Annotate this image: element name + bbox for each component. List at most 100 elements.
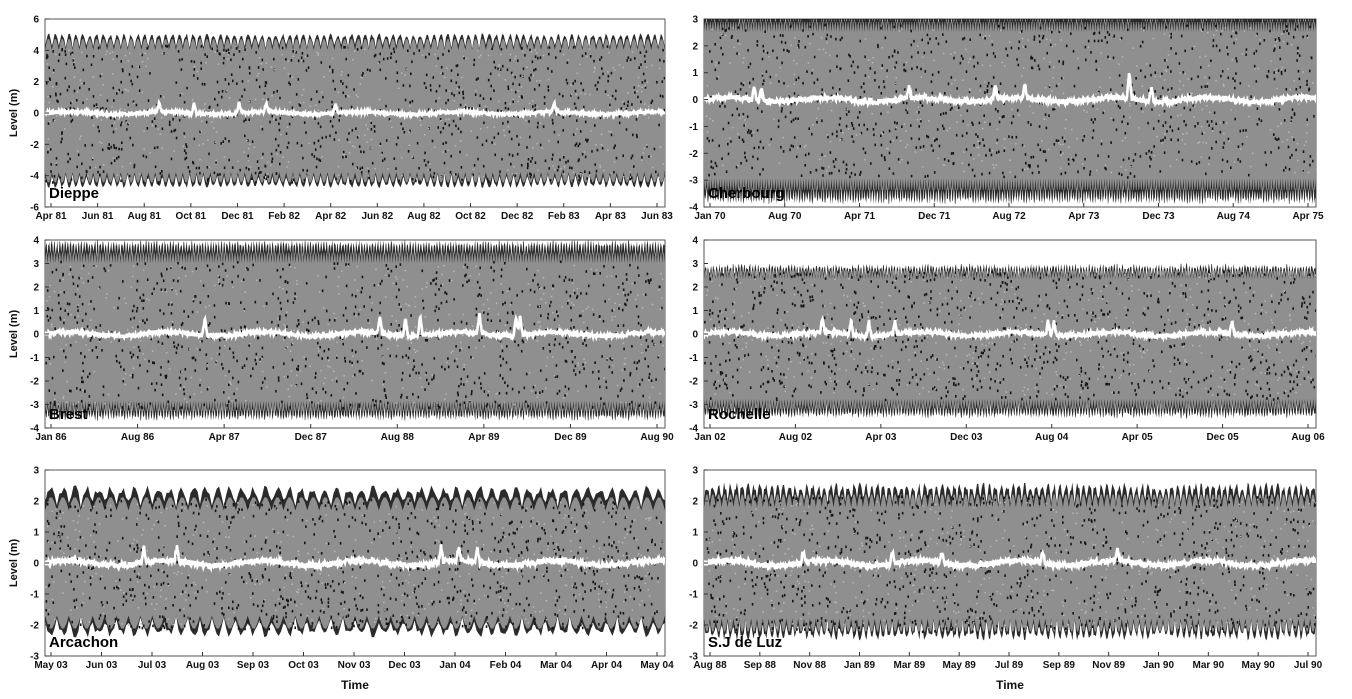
- x-tick-label: Aug 06: [1291, 432, 1325, 443]
- series-residual: [704, 72, 1316, 109]
- x-tick-label: Nov 89: [1092, 660, 1125, 671]
- prediction-speckles: [705, 272, 1316, 396]
- y-tick-label: -1: [689, 353, 698, 364]
- y-tick-label: 2: [692, 41, 698, 52]
- y-tick-label: 0: [33, 330, 39, 341]
- series-tidal-prediction: [704, 21, 1316, 191]
- x-tick-label: Feb 04: [490, 660, 522, 671]
- x-tick-label: Dec 05: [1206, 432, 1239, 443]
- x-tick-label: Sep 89: [1043, 660, 1076, 671]
- y-tick-label: -3: [689, 400, 698, 411]
- x-tick-label: Apr 73: [1068, 211, 1100, 222]
- y-tick-label: 3: [692, 259, 698, 270]
- x-tick-label: Jul 03: [138, 660, 167, 671]
- y-tick-label: 0: [692, 95, 698, 106]
- y-tick-label: -1: [689, 122, 698, 133]
- x-tick-label: Jun 03: [86, 660, 118, 671]
- panel-rochelle: -4 -3 -2 -1 0 1 2 3 4 Jan 02 Aug 02 Apr 03 Dec 03 Aug…: [689, 236, 1325, 444]
- y-tick-label: -1: [689, 590, 698, 601]
- x-tick-label: May 03: [34, 660, 68, 671]
- y-tick-label: 2: [33, 283, 39, 294]
- x-tick-label: Nov 88: [793, 660, 826, 671]
- x-tick-label: May 89: [942, 660, 976, 671]
- y-tick-label: -1: [30, 590, 39, 601]
- y-axis: -4 -3 -2 -1 0 1 2 3 4: [689, 236, 708, 435]
- y-tick-label: 6: [33, 15, 39, 26]
- y-tick-label: 2: [33, 77, 39, 88]
- x-tick-label: Mar 04: [540, 660, 572, 671]
- plot-area: [704, 263, 1316, 419]
- observed-speckles: [704, 269, 1316, 402]
- x-tick-label: Aug 04: [1035, 432, 1069, 443]
- y-axis: -4 -3 -2 -1 0 1 2 3 4: [30, 236, 49, 435]
- y-tick-label: 2: [33, 497, 39, 508]
- y-tick-label: 1: [33, 306, 39, 317]
- x-tick-label: Feb 82: [268, 211, 300, 222]
- x-tick-label: Apr 87: [209, 432, 241, 443]
- plot-area: [45, 33, 665, 189]
- x-axis: Jan 86 Aug 86 Apr 87 Dec 87 Aug 88 Apr 89 Dec …: [35, 424, 674, 443]
- x-tick-label: Aug 88: [693, 660, 727, 671]
- panel-cherbourg: -4 -3 -2 -1 0 1 2 3 Jan 70 Aug 70 Apr 71 Dec 71 Aug …: [689, 15, 1324, 223]
- y-tick-label: 1: [692, 68, 698, 79]
- plot-area: [45, 485, 665, 638]
- x-tick-label: Apr 03: [865, 432, 897, 443]
- x-tick-label: Aug 72: [992, 211, 1026, 222]
- x-tick-label: Aug 02: [779, 432, 813, 443]
- x-tick-label: Oct 82: [455, 211, 486, 222]
- x-tick-label: Apr 82: [315, 211, 347, 222]
- x-tick-label: Jun 83: [641, 211, 673, 222]
- x-axis: Aug 88 Sep 88 Nov 88 Jan 89 Mar 89 May 89 Jul …: [693, 652, 1323, 671]
- y-tick-label: -4: [30, 424, 39, 435]
- panel-s-j-de-luz: -3 -2 -1 0 1 2 3 Aug 88 Sep 88 Nov 88 Jan 89 Mar 89…: [689, 466, 1323, 693]
- x-axis: Jan 02 Aug 02 Apr 03 Dec 03 Aug 04 Apr 05 Dec …: [694, 424, 1325, 443]
- x-tick-label: Aug 03: [186, 660, 220, 671]
- x-tick-label: Dec 03: [388, 660, 421, 671]
- x-tick-label: Apr 04: [591, 660, 623, 671]
- panel-brest: -4 -3 -2 -1 0 1 2 3 4 Level (m) Jan 86 Aug 86 Apr 87…: [8, 236, 674, 444]
- x-tick-label: Dec 73: [1142, 211, 1175, 222]
- y-tick-label: 1: [692, 306, 698, 317]
- prediction-speckles: [46, 48, 664, 180]
- x-tick-label: Nov 03: [338, 660, 371, 671]
- panel-dieppe: -6 -4 -2 0 2 4 6 Level (m) Apr 81 Jun 81 Aug 81 Oct…: [8, 15, 673, 223]
- station-label: Dieppe: [49, 185, 99, 202]
- x-tick-label: Aug 86: [121, 432, 155, 443]
- y-tick-label: -4: [30, 171, 39, 182]
- x-axis: May 03 Jun 03 Jul 03 Aug 03 Sep 03 Oct 03 Nov …: [34, 652, 674, 671]
- x-tick-label: Aug 82: [407, 211, 441, 222]
- x-tick-label: Dec 89: [554, 432, 587, 443]
- x-tick-label: Dec 82: [501, 211, 534, 222]
- x-tick-label: Jan 86: [35, 432, 67, 443]
- x-tick-label: Feb 83: [548, 211, 580, 222]
- x-tick-label: Jan 90: [1143, 660, 1175, 671]
- x-tick-label: Jul 90: [1294, 660, 1323, 671]
- y-tick-label: 3: [33, 466, 39, 477]
- y-tick-label: -4: [689, 424, 698, 435]
- y-tick-label: 3: [692, 15, 698, 26]
- x-tick-label: May 90: [1241, 660, 1275, 671]
- y-tick-label: 0: [33, 559, 39, 570]
- x-tick-label: Mar 89: [893, 660, 925, 671]
- x-tick-label: Apr 83: [595, 211, 627, 222]
- x-tick-label: Apr 89: [468, 432, 500, 443]
- y-tick-label: -3: [689, 652, 698, 663]
- y-tick-label: -6: [30, 203, 39, 214]
- x-tick-label: Dec 81: [221, 211, 254, 222]
- y-axis: -6 -4 -2 0 2 4 6: [30, 15, 49, 214]
- y-tick-label: -3: [30, 400, 39, 411]
- x-tick-label: Dec 71: [918, 211, 951, 222]
- x-tick-label: Jun 81: [82, 211, 114, 222]
- y-axis: -3 -2 -1 0 1 2 3: [30, 466, 49, 663]
- x-tick-label: Sep 88: [744, 660, 777, 671]
- y-axis-label: Level (m): [8, 539, 20, 588]
- x-tick-label: Jun 82: [361, 211, 393, 222]
- y-tick-label: 4: [33, 236, 39, 247]
- y-tick-label: -1: [30, 353, 39, 364]
- x-tick-label: Aug 88: [381, 432, 415, 443]
- x-tick-label: Dec 87: [295, 432, 328, 443]
- y-tick-label: 3: [692, 466, 698, 477]
- x-tick-label: Jan 02: [694, 432, 726, 443]
- y-tick-label: 0: [692, 330, 698, 341]
